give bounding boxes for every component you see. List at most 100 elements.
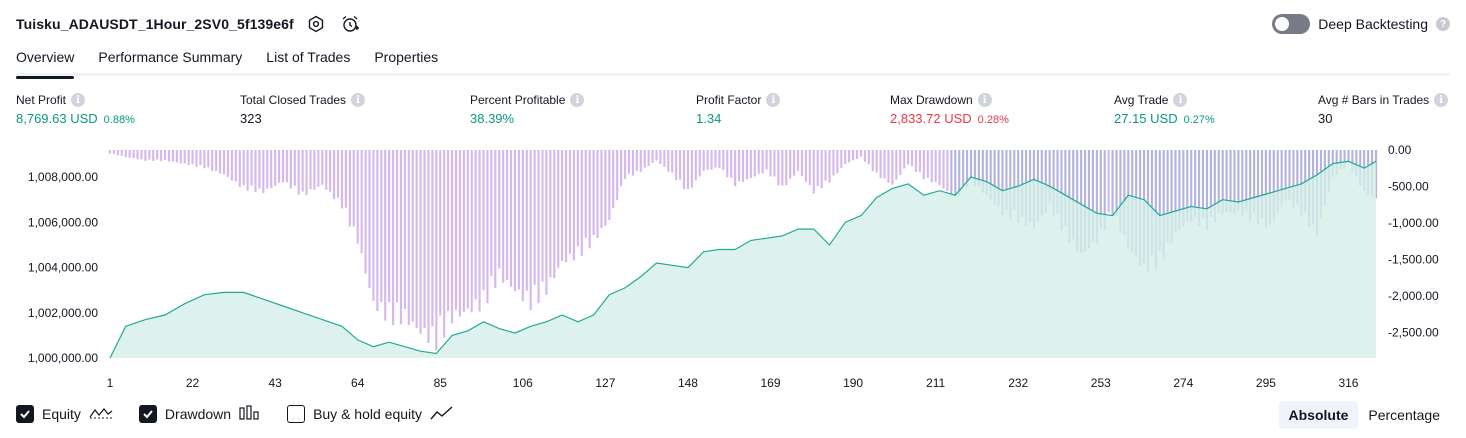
drawdown-bar xyxy=(1174,150,1177,232)
tab-properties[interactable]: Properties xyxy=(374,49,439,65)
drawdown-bar xyxy=(498,150,501,269)
drawdown-bar xyxy=(325,150,328,190)
drawdown-bar xyxy=(148,150,151,160)
x-tick-label: 253 xyxy=(1091,376,1111,390)
drawdown-bar xyxy=(128,150,131,158)
drawdown-bar xyxy=(561,150,564,261)
buy-hold-line-icon xyxy=(430,405,454,423)
drawdown-bar xyxy=(1060,150,1063,231)
drawdown-bar xyxy=(789,150,792,179)
drawdown-bar xyxy=(1213,150,1216,223)
drawdown-bar xyxy=(1249,150,1252,222)
drawdown-bar xyxy=(372,150,375,301)
drawdown-bar xyxy=(1052,150,1055,216)
drawdown-bar xyxy=(1107,150,1110,213)
metric-label: Max Drawdown xyxy=(890,93,973,107)
drawdown-checkbox[interactable] xyxy=(138,405,157,423)
drawdown-bar xyxy=(1276,150,1279,213)
drawdown-bar xyxy=(966,150,969,188)
drawdown-bar xyxy=(380,150,383,303)
info-icon[interactable]: i xyxy=(71,93,86,107)
drawdown-bar xyxy=(910,150,914,167)
drawdown-bar xyxy=(765,150,768,170)
equity-drawdown-chart[interactable]: 1,000,000.00 1,002,000.00 1,004,000.00 1,00… xyxy=(0,140,1466,396)
drawdown-bar xyxy=(179,150,182,164)
drawdown-bar xyxy=(1201,150,1205,218)
drawdown-bar xyxy=(895,150,898,180)
info-icon[interactable]: i xyxy=(570,93,585,107)
drawdown-bar xyxy=(616,150,619,201)
drawdown-bar xyxy=(340,150,344,209)
drawdown-bar xyxy=(604,150,607,226)
help-icon[interactable]: ? xyxy=(1436,17,1450,31)
drawdown-bar xyxy=(502,150,505,283)
metric-value: 2,833.72 USD xyxy=(890,111,972,126)
info-icon[interactable]: i xyxy=(977,93,992,107)
drawdown-bar xyxy=(529,150,532,311)
drawdown-bar xyxy=(686,150,690,189)
drawdown-bar xyxy=(1339,150,1342,170)
drawdown-bar xyxy=(623,150,627,180)
metric-total-closed-trades: Total Closed Trades i 323 xyxy=(240,93,366,126)
x-tick-label: 211 xyxy=(926,376,945,390)
drawdown-bar xyxy=(859,150,863,157)
drawdown-bar xyxy=(1253,150,1256,213)
drawdown-bar xyxy=(714,150,717,168)
alert-clock-icon[interactable] xyxy=(338,12,362,36)
tab-overview[interactable]: Overview xyxy=(16,44,75,79)
drawdown-bar xyxy=(242,150,245,186)
absolute-button[interactable]: Absolute xyxy=(1278,401,1359,429)
drawdown-bar xyxy=(207,150,210,168)
equity-checkbox[interactable] xyxy=(16,405,34,423)
drawdown-bar xyxy=(156,150,159,160)
legend-drawdown[interactable]: Drawdown xyxy=(138,404,261,424)
buy-hold-checkbox[interactable] xyxy=(287,405,306,423)
drawdown-bar xyxy=(745,150,749,180)
drawdown-bar xyxy=(926,150,929,178)
drawdown-bar xyxy=(785,150,788,186)
drawdown-bar xyxy=(160,150,163,161)
info-icon[interactable]: i xyxy=(351,93,366,107)
drawdown-bar xyxy=(977,150,980,187)
metric-label: Total Closed Trades xyxy=(240,93,347,107)
drawdown-bar xyxy=(942,150,945,189)
tab-performance-summary[interactable]: Performance Summary xyxy=(98,49,243,65)
drawdown-bar xyxy=(828,150,831,183)
drawdown-bar xyxy=(1205,150,1209,231)
drawdown-bar xyxy=(702,150,705,171)
drawdown-bar xyxy=(1288,150,1291,200)
drawdown-bar xyxy=(1021,150,1024,217)
info-icon[interactable]: i xyxy=(1173,93,1188,107)
info-icon[interactable]: i xyxy=(766,93,781,107)
metric-value: 323 xyxy=(240,111,262,126)
metric-net-profit: Net Profit i 8,769.63 USD 0.88% xyxy=(16,93,135,126)
deep-backtesting-toggle[interactable] xyxy=(1272,14,1311,34)
drawdown-bar xyxy=(969,150,973,179)
drawdown-bar xyxy=(171,150,174,162)
legend-equity[interactable]: Equity xyxy=(16,405,113,423)
drawdown-bar xyxy=(537,150,540,304)
drawdown-bar xyxy=(958,150,961,197)
drawdown-bar xyxy=(659,150,662,165)
drawdown-bar xyxy=(285,150,288,183)
drawdown-bar xyxy=(443,150,446,338)
drawdown-bar xyxy=(1083,150,1087,252)
report-tabs: Overview Performance Summary List of Tra… xyxy=(16,44,1450,79)
deep-backtesting-label: Deep Backtesting xyxy=(1318,16,1428,32)
drawdown-bar xyxy=(281,150,285,183)
tab-list-of-trades[interactable]: List of Trades xyxy=(266,49,351,65)
legend-buy-hold[interactable]: Buy & hold equity xyxy=(287,405,454,423)
drawdown-bar xyxy=(136,150,139,160)
drawdown-bar xyxy=(568,150,572,254)
percentage-button[interactable]: Percentage xyxy=(1368,407,1440,423)
drawdown-bar xyxy=(120,150,123,156)
drawdown-bar xyxy=(1056,150,1059,214)
drawdown-bar xyxy=(679,150,682,180)
drawdown-bar xyxy=(962,150,965,187)
drawdown-bar xyxy=(584,150,587,238)
settings-icon[interactable] xyxy=(304,12,328,36)
drawdown-bar xyxy=(344,150,347,208)
drawdown-bar xyxy=(867,150,870,165)
drawdown-bar xyxy=(981,150,984,193)
info-icon[interactable]: i xyxy=(1434,93,1449,107)
